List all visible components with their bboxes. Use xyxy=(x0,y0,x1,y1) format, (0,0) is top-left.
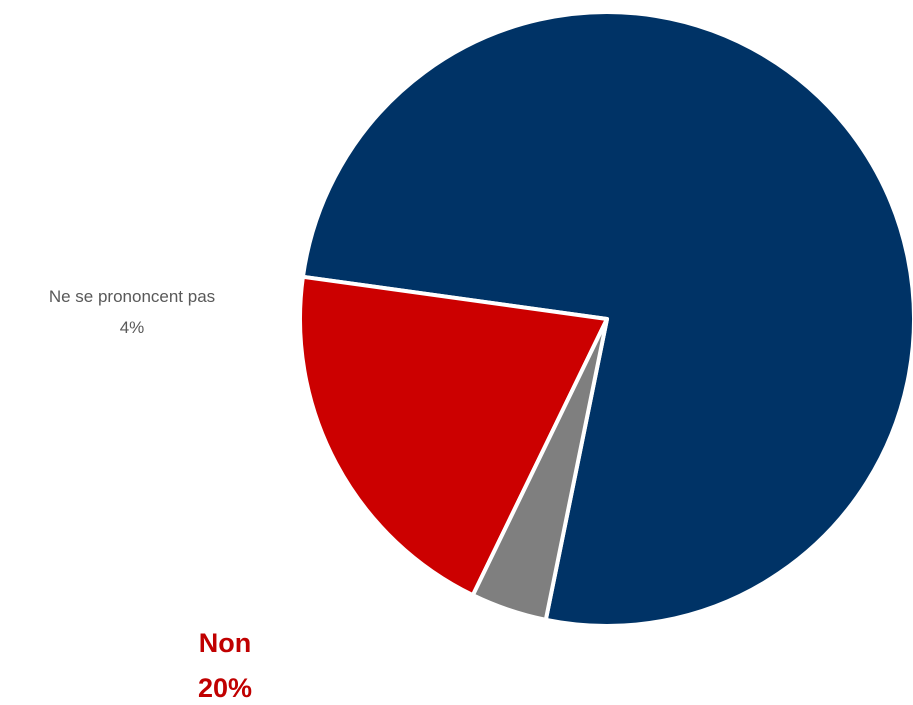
slice-label-ne-se-prononcent-pas: Ne se prononcent pas xyxy=(49,287,215,306)
pie-slices xyxy=(297,10,913,628)
slice-ne-se-prononcent-pas xyxy=(470,317,609,622)
slice-value-ne-se-prononcent-pas: 4% xyxy=(120,318,145,337)
slice-label-non: Non xyxy=(199,628,251,658)
slice-non xyxy=(297,274,609,598)
slice-value-non: 20% xyxy=(198,673,252,703)
pie-labels: Ne se prononcent pas 4% Non 20% xyxy=(49,287,252,703)
